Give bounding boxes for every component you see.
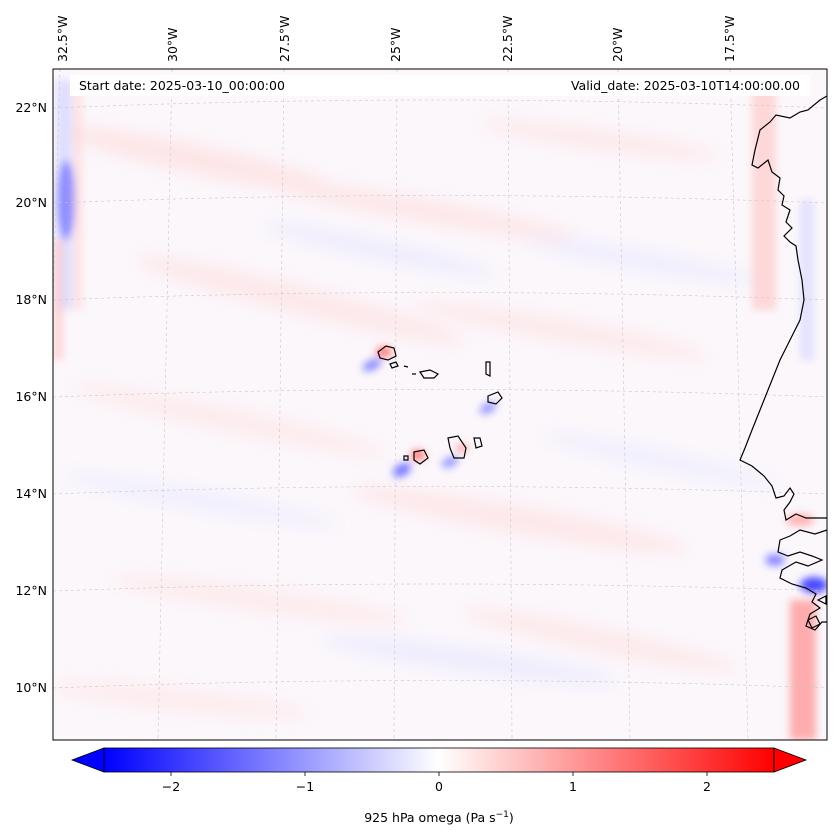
lat-label: 16°N — [15, 389, 47, 404]
colorbar-tick-label: −2 — [162, 779, 180, 794]
lat-label: 10°N — [15, 680, 47, 695]
map-frame — [52, 68, 828, 741]
colorbar-ticks: −2 −1 0 1 2 — [162, 772, 711, 794]
colorbar: −2 −1 0 1 2 925 hPa omega (Pa s−1) — [70, 747, 808, 825]
map-panel: Start date: 2025-03-10_00:00:00 Valid_da… — [52, 68, 828, 741]
lon-label: 30°W — [165, 27, 180, 62]
lon-label: 17.5°W — [722, 16, 737, 62]
africa-coastline — [739, 95, 828, 521]
lat-label: 14°N — [15, 486, 47, 501]
header-band — [70, 75, 810, 96]
lon-label: 27.5°W — [277, 16, 292, 62]
lon-label: 20°W — [610, 27, 625, 62]
lat-label: 20°N — [15, 195, 47, 210]
lon-label: 32.5°W — [55, 16, 70, 62]
colorbar-extend-high — [773, 747, 808, 773]
lat-label: 12°N — [15, 583, 47, 598]
colorbar-tick-label: −1 — [296, 779, 314, 794]
colorbar-label: 925 hPa omega (Pa s−1) — [364, 810, 514, 825]
coastlines — [739, 95, 828, 631]
lon-label: 25°W — [388, 27, 403, 62]
latitude-axis: 22°N 20°N 18°N 16°N 14°N 12°N 10°N — [15, 100, 47, 695]
colorbar-extend-low — [70, 747, 105, 773]
start-date-label: Start date: 2025-03-10_00:00:00 — [79, 78, 285, 93]
valid-date-label: Valid_date: 2025-03-10T14:00:00.00 — [571, 78, 800, 93]
colorbar-tick-label: 0 — [435, 779, 443, 794]
omega-field — [53, 80, 827, 740]
colorbar-body — [103, 747, 775, 773]
cape-verde-islands — [377, 345, 503, 465]
graticule — [53, 69, 827, 740]
longitude-axis: 32.5°W 30°W 27.5°W 25°W 22.5°W 20°W 17.5… — [55, 16, 737, 62]
senegal-gambia-coast — [777, 529, 828, 631]
colorbar-tick-label: 2 — [703, 779, 711, 794]
lat-label: 22°N — [15, 100, 47, 115]
lon-label: 22.5°W — [500, 16, 515, 62]
colorbar-tick-label: 1 — [569, 779, 577, 794]
lat-label: 18°N — [15, 292, 47, 307]
